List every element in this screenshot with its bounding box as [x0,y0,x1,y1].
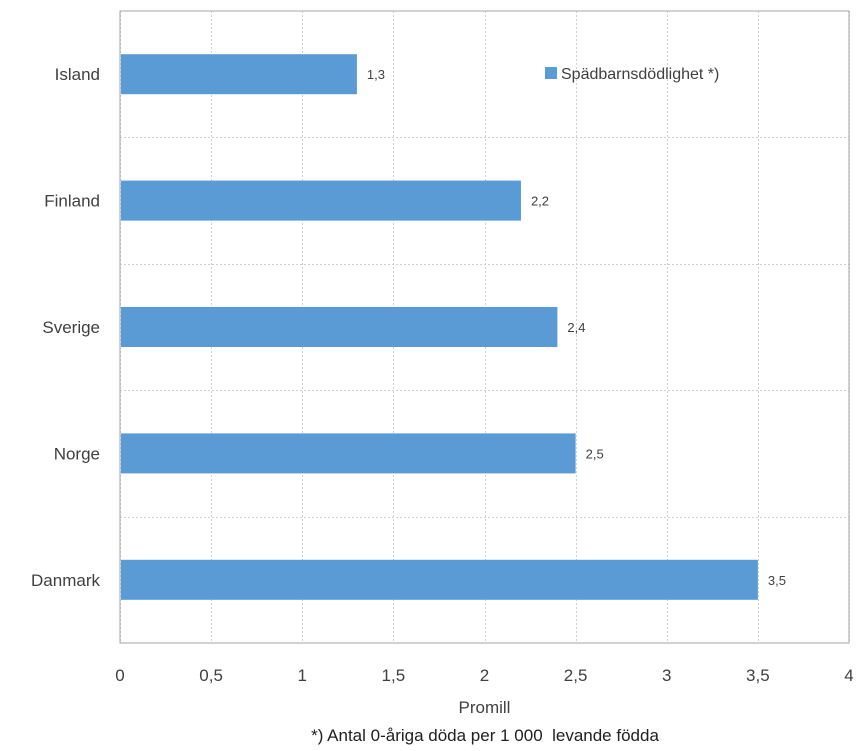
x-tick-label: 0 [115,666,124,685]
y-tick-label: Danmark [31,571,100,590]
x-tick-label: 3,5 [746,666,770,685]
y-axis-tick-labels: Island Finland Sverige Norge Danmark [31,65,100,590]
x-tick-label: 2,5 [564,666,588,685]
x-tick-label: 4 [844,666,853,685]
bar-sverige [121,307,558,347]
legend-swatch [545,67,557,79]
y-tick-label: Norge [54,444,100,463]
x-tick-label: 1,5 [382,666,406,685]
bar-island [121,54,357,95]
y-tick-label: Sverige [42,318,100,337]
x-axis-title: Promill [459,698,511,717]
data-label: 3,5 [768,573,786,588]
x-tick-label: 1 [298,666,307,685]
footnote: *) Antal 0-åriga döda per 1 000 levande … [311,726,659,745]
x-tick-label: 0,5 [199,666,223,685]
bar-danmark [121,559,758,600]
data-labels: 1,3 2,2 2,4 2,5 3,5 [367,67,786,588]
y-tick-label: Island [55,65,100,84]
x-tick-label: 3 [662,666,671,685]
data-label: 2,4 [567,320,585,335]
x-tick-label: 2 [480,666,489,685]
bar-norge [121,433,576,474]
x-axis-tick-labels: 0 0,5 1 1,5 2 2,5 3 3,5 4 [115,666,853,685]
y-tick-label: Finland [44,192,100,211]
data-label: 2,2 [531,194,549,209]
bars [121,54,758,600]
data-label: 2,5 [586,446,604,461]
plot-area-border [119,10,850,644]
bar-finland [121,180,521,221]
legend-label: Spädbarnsdödlighet *) [561,66,719,83]
legend: Spädbarnsdödlighet *) [545,66,719,83]
data-label: 1,3 [367,67,385,82]
